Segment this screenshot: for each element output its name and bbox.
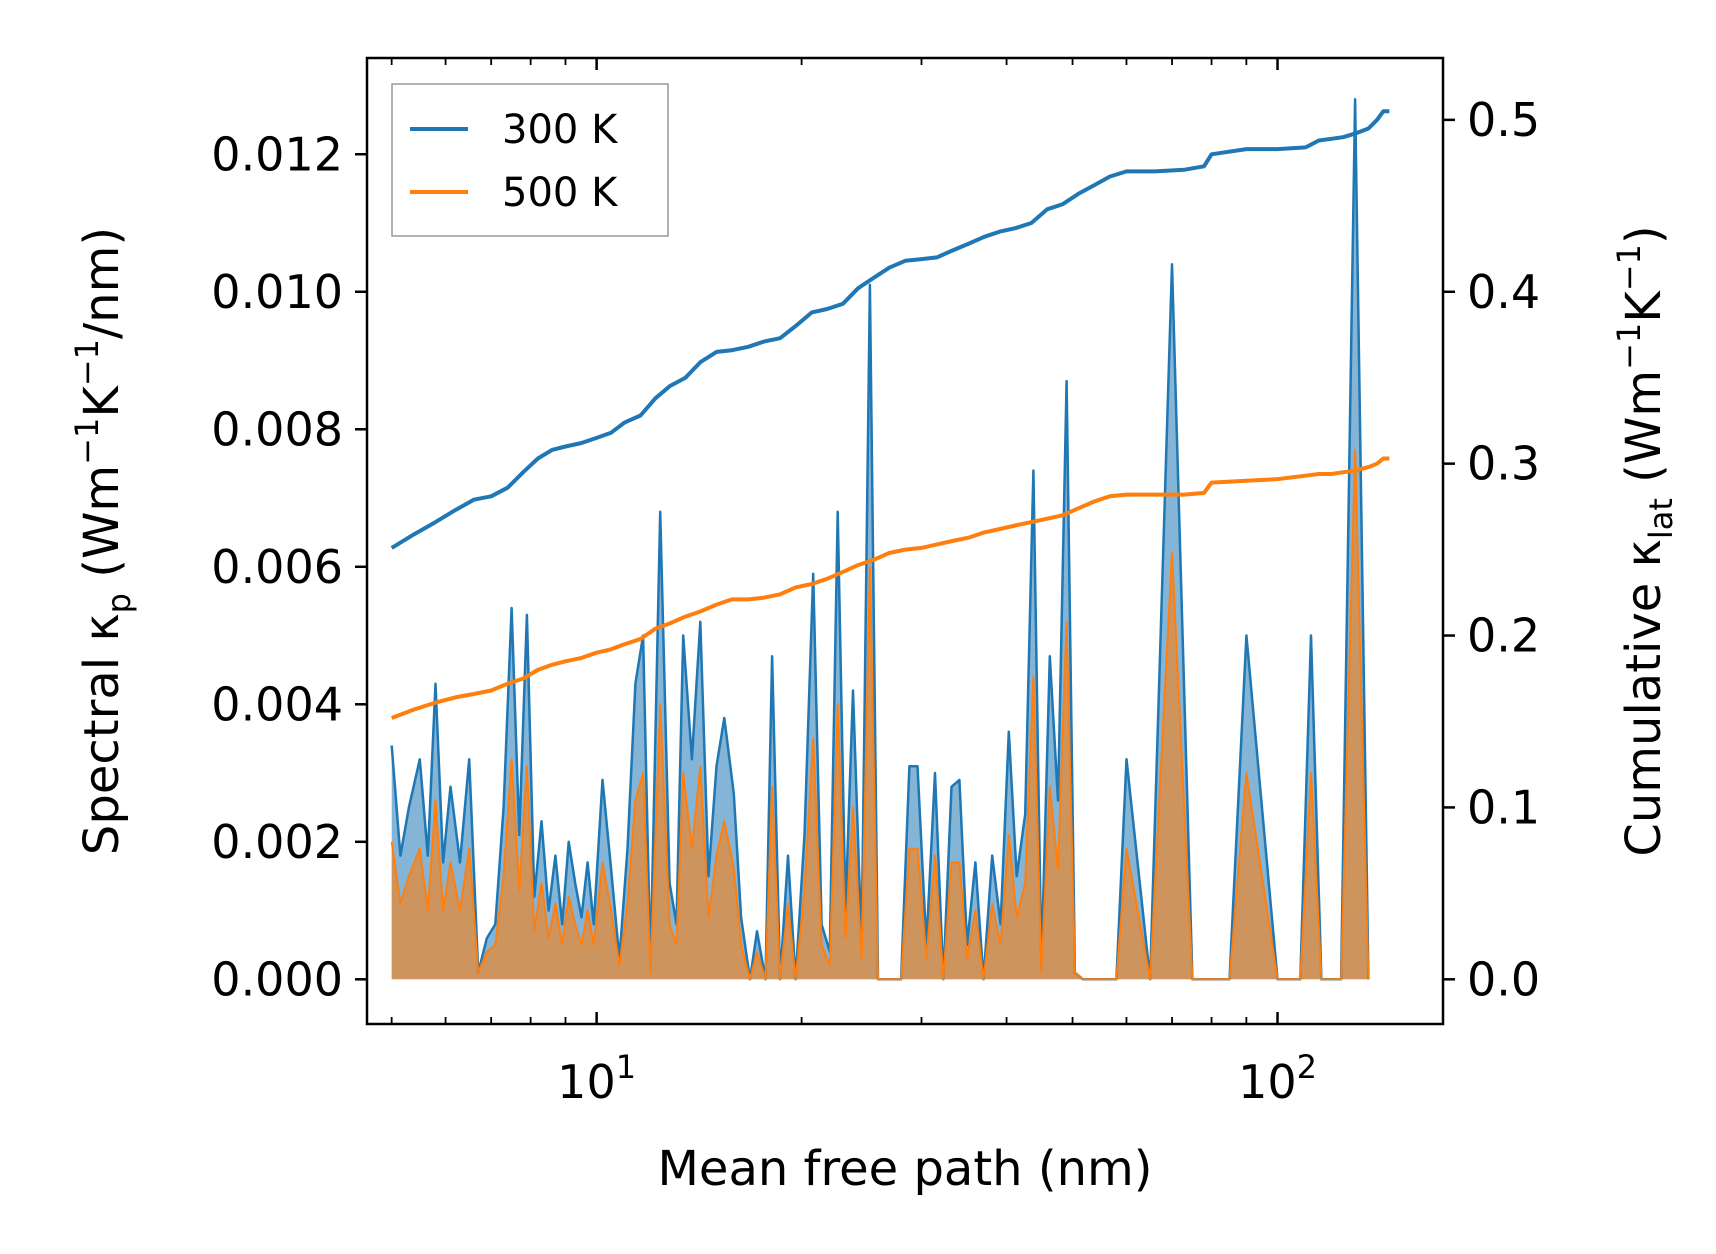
cumulative-500k-line	[390, 456, 1390, 720]
axis-ticks	[355, 58, 1455, 1024]
legend-label-500k: 500 K	[502, 170, 619, 216]
y-axis-right-title: Cumulative κlat (Wm−1K−1)	[1610, 225, 1680, 856]
x-axis-title: Mean free path (nm)	[658, 1141, 1153, 1197]
spectral-500k-line	[390, 448, 1370, 981]
y-left-tick-label: 0.002	[211, 815, 343, 869]
axis-tick-labels: 0.000 0.002 0.004 0.006 0.008 0.010 0.012 0.0 0.…	[211, 93, 1540, 1109]
plot-area	[390, 98, 1390, 981]
y-left-tick-label: 0.012	[211, 127, 343, 181]
y-left-tick-label: 0.010	[211, 265, 343, 319]
y-right-tick-label: 0.2	[1467, 609, 1540, 663]
spectral-300k-fill	[391, 99, 1369, 980]
spectral-500k-fill	[391, 449, 1369, 980]
cumulative-300k-line	[390, 109, 1390, 550]
y-left-tick-label: 0.006	[211, 540, 343, 594]
y-right-tick-label: 0.3	[1467, 437, 1540, 491]
legend-label-300k: 300 K	[502, 107, 619, 153]
y-left-tick-label: 0.008	[211, 402, 343, 456]
y-left-tick-label: 0.004	[211, 677, 343, 731]
plot-frame	[365, 56, 1445, 1026]
y-right-tick-label: 0.5	[1467, 93, 1540, 147]
x-tick-label: 101	[557, 1048, 636, 1109]
y-right-tick-label: 0.4	[1467, 265, 1540, 319]
x-tick-label: 102	[1238, 1048, 1317, 1109]
y-right-tick-label: 0.0	[1467, 952, 1540, 1006]
y-left-tick-label: 0.000	[211, 952, 343, 1006]
y-right-tick-label: 0.1	[1467, 780, 1540, 834]
legend: 300 K 500 K	[391, 83, 669, 237]
y-axis-left-title: Spectral κp (Wm−1K−1/nm)	[68, 227, 138, 855]
legend-box	[391, 83, 669, 237]
